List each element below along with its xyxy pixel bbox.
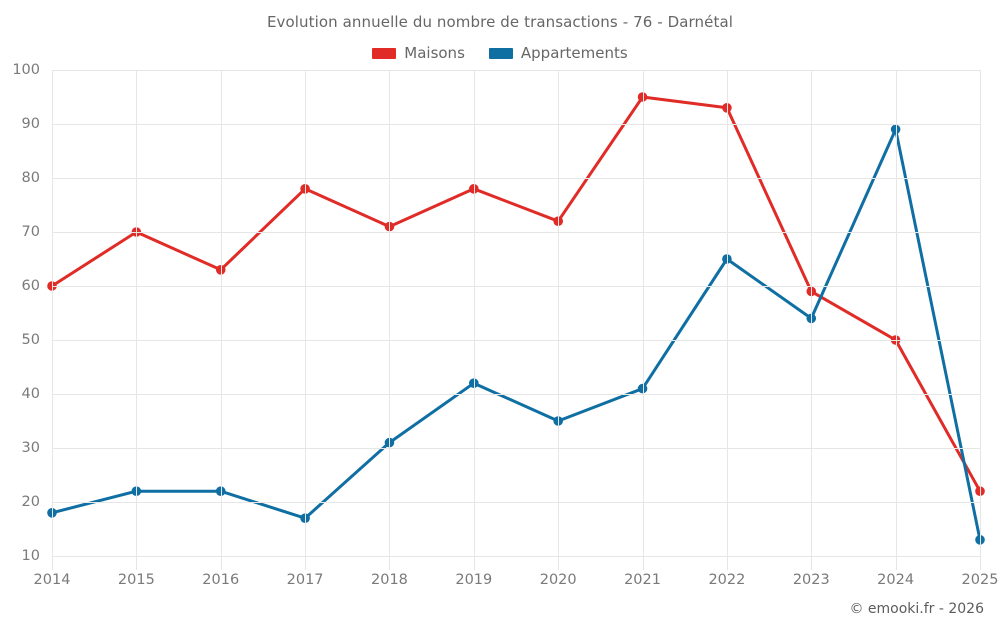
gridline-horizontal: [52, 340, 980, 341]
legend-item-label: Appartements: [520, 44, 628, 62]
gridline-vertical: [52, 70, 53, 570]
chart-title: Evolution annuelle du nombre de transact…: [266, 13, 734, 31]
gridline-vertical: [220, 70, 222, 570]
y-axis-tick-label: 100: [12, 62, 40, 78]
gridline-horizontal: [52, 394, 980, 395]
gridline-horizontal: [52, 286, 980, 287]
gridline-horizontal: [52, 232, 980, 233]
gridline-vertical: [558, 70, 560, 570]
gridline-horizontal: [52, 70, 980, 71]
x-axis-tick-label: 2019: [455, 572, 493, 588]
y-axis-tick-label: 40: [21, 386, 40, 402]
gridline-vertical: [473, 70, 475, 570]
x-axis-tick-label: 2025: [961, 572, 999, 588]
x-axis-tick-label: 2023: [792, 572, 830, 588]
x-axis-tick-label: 2016: [202, 572, 240, 588]
x-axis-tick-label: 2014: [33, 572, 71, 588]
y-axis-tick-label: 50: [21, 332, 40, 348]
gridline-vertical: [136, 70, 138, 570]
legend-swatch-icon: [488, 47, 513, 59]
y-axis-tick-label: 20: [21, 494, 40, 510]
gridline-vertical: [642, 70, 644, 570]
gridline-vertical: [305, 70, 307, 570]
y-axis-tick-label: 60: [21, 278, 40, 294]
legend-item-maisons[interactable]: Maisons: [372, 44, 465, 62]
gridline-vertical: [895, 70, 897, 570]
y-axis-tick-label: 70: [21, 224, 40, 240]
gridline-horizontal: [52, 124, 980, 125]
y-axis-tick-label: 80: [21, 170, 40, 186]
plot-area: [47, 70, 985, 570]
y-axis-tick-label: 90: [21, 116, 40, 132]
x-axis-tick-label: 2024: [877, 572, 915, 588]
series-lines: [47, 92, 985, 545]
x-axis-tick-label: 2022: [708, 572, 746, 588]
x-axis-tick-label: 2021: [624, 572, 661, 588]
gridline-horizontal: [52, 502, 980, 503]
series-line: [50, 127, 982, 542]
series-line: [50, 95, 982, 493]
gridline-horizontal: [52, 178, 980, 179]
y-axis-tick-label: 10: [21, 548, 40, 564]
legend-swatch-icon: [372, 47, 397, 59]
x-axis-tick-label: 2020: [539, 572, 577, 588]
gridline-horizontal: [52, 556, 980, 557]
chart-legend: Maisons Appartements: [0, 44, 1000, 62]
gridline-vertical: [811, 70, 813, 570]
x-axis-tick-label: 2018: [371, 572, 408, 588]
gridline-vertical: [980, 70, 981, 570]
x-axis-tick-label: 2015: [117, 572, 155, 588]
gridline-vertical: [389, 70, 391, 570]
gridline-vertical: [726, 70, 728, 570]
y-axis-tick-label: 30: [21, 440, 40, 456]
x-axis-tick-label: 2017: [286, 572, 324, 588]
legend-item-label: Maisons: [404, 44, 465, 62]
legend-item-appartements[interactable]: Appartements: [488, 44, 628, 62]
copyright-footer: © emooki.fr - 2026: [849, 601, 984, 617]
gridline-horizontal: [52, 448, 980, 449]
